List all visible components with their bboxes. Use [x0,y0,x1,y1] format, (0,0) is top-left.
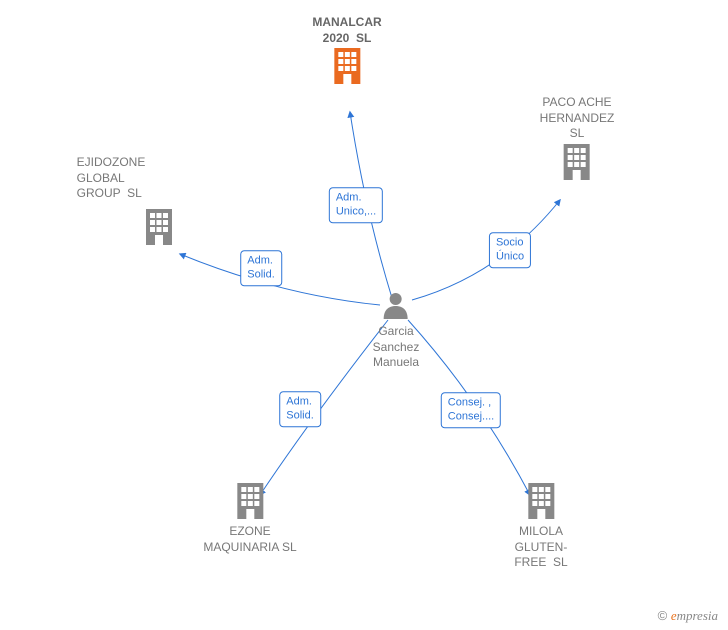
copyright-symbol: © [658,608,668,623]
company-node-paco: PACO ACHE HERNANDEZ SL [540,95,615,185]
center-person-node: Garcia Sanchez Manuela [373,291,420,371]
company-label: MANALCAR 2020 SL [312,15,381,46]
edge-label-paco: Socio Único [489,232,531,268]
company-node-milola: MILOLA GLUTEN- FREE SL [514,481,567,571]
copyright: © empresia [658,608,718,624]
company-node-ezone: EZONE MAQUINARIA SL [203,481,296,555]
edges-layer [0,0,728,630]
building-icon [235,481,265,524]
edge-label-milola: Consej. , Consej.... [441,392,501,428]
center-label: Garcia Sanchez Manuela [373,324,420,371]
edge-paco [412,200,560,300]
building-icon [526,481,556,524]
building-icon [144,207,174,250]
building-icon [332,46,362,89]
building-icon [562,142,592,185]
edge-label-ezone: Adm. Solid. [279,391,321,427]
company-label: EJIDOZONE GLOBAL GROUP SL [77,155,146,202]
company-node-manalcar: MANALCAR 2020 SL [312,15,381,89]
edge-label-manalcar: Adm. Unico,... [329,187,383,223]
diagram-canvas: Garcia Sanchez Manuela MANALCAR 2020 SL … [0,0,728,630]
edge-label-ejidozone: Adm. Solid. [240,250,282,286]
company-label: MILOLA GLUTEN- FREE SL [514,524,567,571]
company-label: PACO ACHE HERNANDEZ SL [540,95,615,142]
person-icon [383,291,409,324]
company-node-ejidozone [144,207,174,250]
company-label: EZONE MAQUINARIA SL [203,524,296,555]
brand: empresia [671,608,718,623]
